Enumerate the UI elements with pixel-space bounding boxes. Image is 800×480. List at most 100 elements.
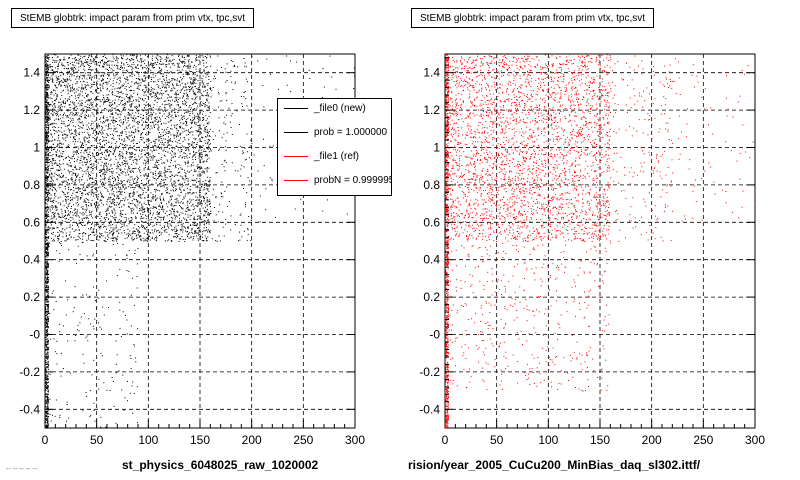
scatter-point xyxy=(99,83,101,85)
scatter-point xyxy=(181,168,183,170)
scatter-point xyxy=(81,99,83,101)
scatter-point xyxy=(202,196,204,198)
scatter-point xyxy=(46,95,48,97)
scatter-point xyxy=(46,157,48,159)
scatter-point xyxy=(63,130,65,132)
scatter-point xyxy=(107,64,109,66)
scatter-point xyxy=(101,112,103,114)
scatter-point xyxy=(106,169,108,171)
scatter-point xyxy=(199,192,201,194)
scatter-point xyxy=(131,236,133,238)
scatter-point xyxy=(176,100,177,102)
scatter-point xyxy=(81,188,83,190)
scatter-point xyxy=(96,70,98,72)
scatter-point xyxy=(175,230,177,232)
scatter-point xyxy=(106,89,108,91)
scatter-point xyxy=(79,222,81,224)
scatter-point xyxy=(151,89,153,91)
scatter-point xyxy=(182,231,184,233)
scatter-point xyxy=(175,174,177,176)
scatter-point xyxy=(61,95,63,96)
scatter-point xyxy=(158,112,160,114)
scatter-point xyxy=(69,57,71,59)
scatter-point xyxy=(168,147,170,149)
scatter-point xyxy=(45,66,47,68)
scatter-point xyxy=(143,169,145,171)
scatter-point xyxy=(155,189,157,191)
scatter-point xyxy=(121,135,122,136)
scatter-point xyxy=(64,215,66,216)
scatter-point xyxy=(96,137,98,139)
scatter-point xyxy=(55,206,56,208)
scatter-point xyxy=(196,131,198,133)
scatter-point xyxy=(88,140,90,142)
scatter-point xyxy=(45,133,47,135)
scatter-point xyxy=(172,72,174,74)
scatter-point xyxy=(45,369,47,371)
scatter-point xyxy=(45,233,46,235)
scatter-point xyxy=(45,232,47,233)
scatter-point xyxy=(157,185,159,187)
scatter-point xyxy=(187,200,189,202)
scatter-point xyxy=(181,225,183,227)
scatter-point xyxy=(186,92,188,94)
scatter-point xyxy=(64,125,66,127)
scatter-point xyxy=(177,110,179,112)
scatter-point xyxy=(64,137,66,139)
scatter-point xyxy=(195,152,196,154)
scatter-point xyxy=(48,287,50,289)
scatter-point xyxy=(79,141,81,143)
scatter-point xyxy=(45,267,47,269)
scatter-point xyxy=(87,84,89,86)
scatter-point xyxy=(108,218,109,220)
scatter-point xyxy=(183,226,185,228)
scatter-point xyxy=(161,97,162,99)
scatter-point xyxy=(136,212,138,214)
scatter-point xyxy=(136,199,137,201)
scatter-point xyxy=(148,124,150,126)
scatter-point xyxy=(137,87,139,89)
scatter-point xyxy=(88,114,89,116)
scatter-point xyxy=(49,77,51,79)
scatter-point xyxy=(206,93,208,95)
scatter-point xyxy=(197,118,199,120)
scatter-point xyxy=(47,305,49,307)
scatter-point xyxy=(200,216,201,218)
scatter-point xyxy=(100,101,102,103)
scatter-point xyxy=(208,132,209,134)
scatter-point xyxy=(106,165,108,167)
scatter-point xyxy=(174,154,176,156)
scatter-point xyxy=(128,117,130,119)
scatter-point xyxy=(142,117,144,119)
scatter-point xyxy=(88,174,90,175)
scatter-point xyxy=(187,179,189,181)
scatter-point xyxy=(92,168,94,170)
scatter-point xyxy=(164,175,166,177)
scatter-point xyxy=(209,180,211,182)
scatter-point xyxy=(45,271,47,273)
scatter-point xyxy=(203,224,205,226)
scatter-point xyxy=(144,59,146,61)
scatter-point xyxy=(61,177,63,178)
scatter-point xyxy=(146,233,148,235)
scatter-point xyxy=(90,171,92,173)
scatter-point xyxy=(138,78,140,80)
scatter-point xyxy=(78,236,80,238)
scatter-point xyxy=(144,98,146,100)
scatter-point xyxy=(69,109,71,111)
scatter-point xyxy=(145,218,147,220)
scatter-point xyxy=(138,141,140,143)
scatter-point xyxy=(178,214,180,216)
scatter-point xyxy=(174,72,176,74)
scatter-point xyxy=(88,178,90,180)
scatter-point xyxy=(101,74,103,76)
scatter-point xyxy=(144,149,146,151)
scatter-point xyxy=(128,87,130,89)
scatter-point xyxy=(204,183,205,185)
scatter-point xyxy=(66,81,68,83)
scatter-point xyxy=(77,175,79,177)
scatter-point xyxy=(85,150,87,152)
scatter-point xyxy=(91,204,92,206)
scatter-point xyxy=(64,209,66,211)
scatter-point xyxy=(47,290,49,292)
